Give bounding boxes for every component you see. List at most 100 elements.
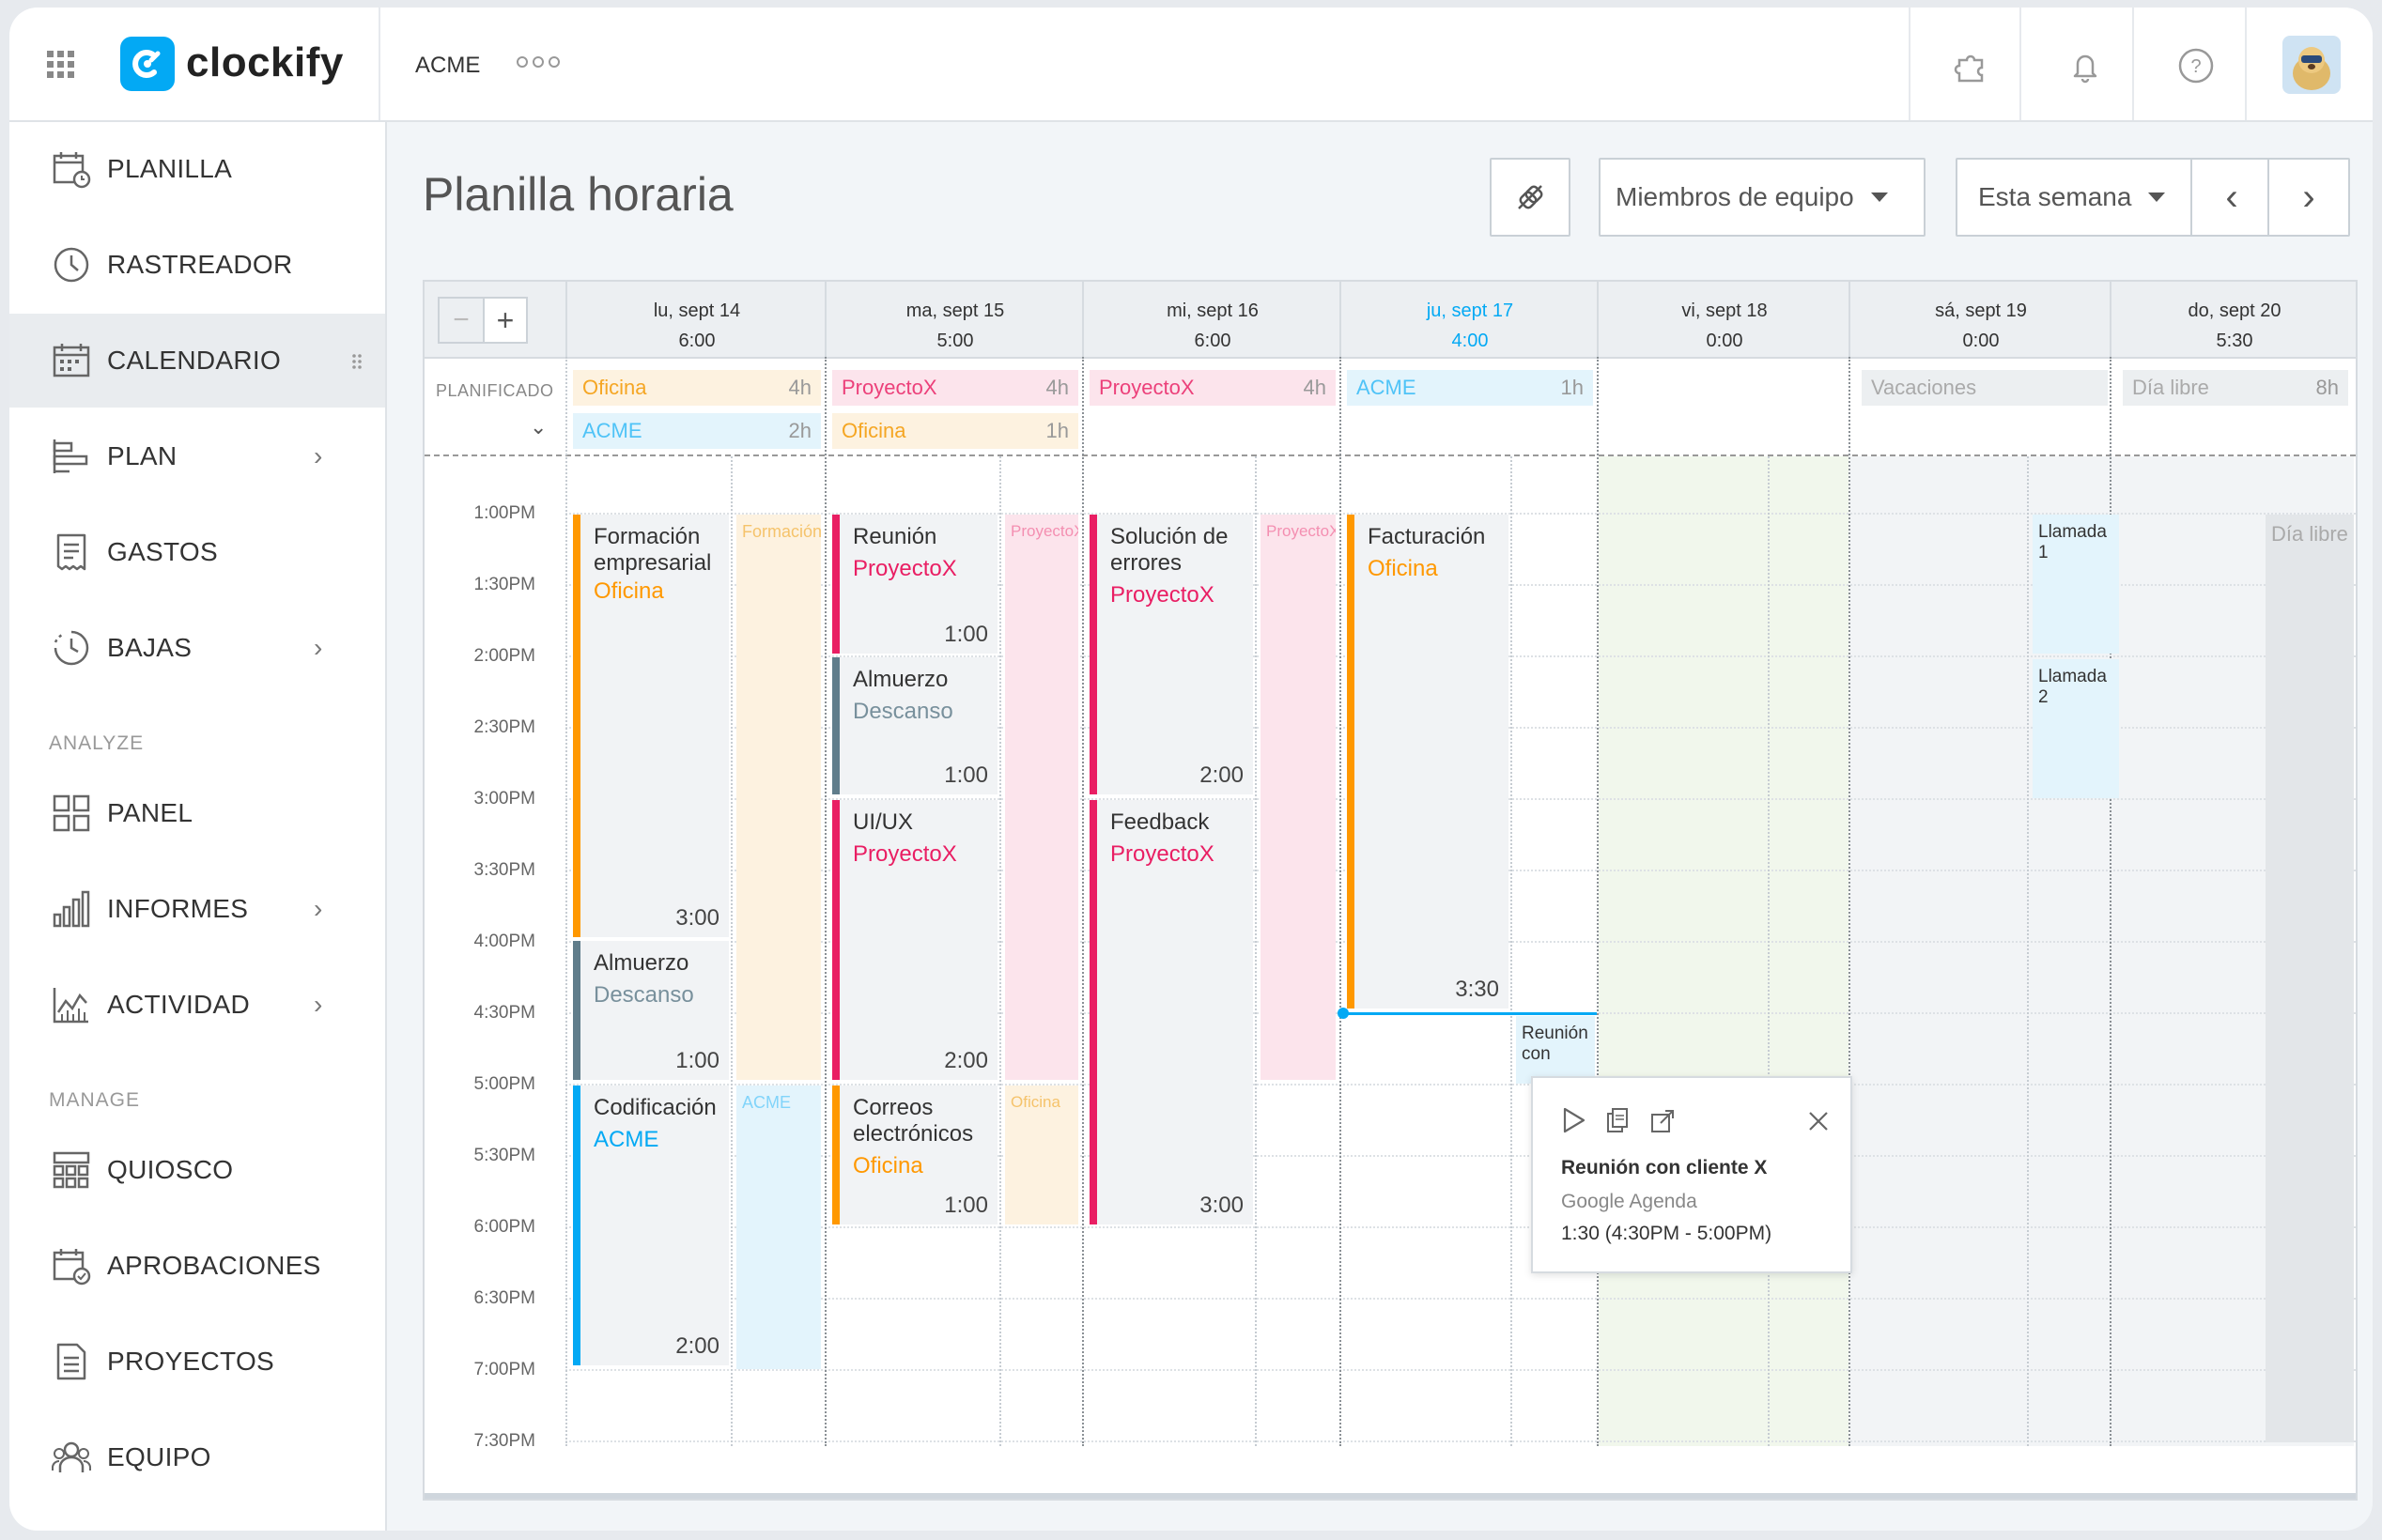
sidebar-item-actividad[interactable]: ACTIVIDAD ›: [9, 958, 385, 1052]
apps-grid-icon[interactable]: [45, 49, 77, 81]
team-members-dropdown[interactable]: Miembros de equipo: [1599, 158, 1926, 237]
sidebar-item-bajas[interactable]: BAJAS ›: [9, 601, 385, 695]
time-label: 2:00PM: [473, 646, 535, 666]
entry-title: Feedback: [1110, 809, 1210, 835]
drag-handle-icon[interactable]: [351, 353, 363, 370]
chevron-down-icon[interactable]: ⌄: [530, 415, 548, 439]
entry-duration: 2:00: [944, 1048, 988, 1073]
time-entry[interactable]: Reunión ProyectoX 1:00: [832, 515, 998, 654]
planned-block[interactable]: Vacaciones: [1862, 370, 2108, 406]
grid-line: [1597, 357, 1599, 1446]
entry-title: Almuerzo: [594, 950, 689, 976]
entry-duration: 1:00: [944, 762, 988, 788]
week-range-label: Esta semana: [1978, 182, 2132, 211]
planned-shadow[interactable]: Formación: [736, 515, 821, 1080]
zoom-in-button[interactable]: +: [483, 299, 526, 342]
time-entry[interactable]: Almuerzo Descanso 1:00: [573, 941, 729, 1080]
planned-block[interactable]: ACME 2h: [573, 413, 821, 449]
sidebar-item-planilla[interactable]: PLANILLA: [9, 122, 385, 216]
calendar-event[interactable]: Llamada 1: [2033, 515, 2119, 654]
time-entry[interactable]: Formación empresarial Oficina 3:00: [573, 515, 729, 937]
play-icon[interactable]: [1561, 1106, 1587, 1134]
close-icon[interactable]: [1807, 1110, 1830, 1132]
app-window: clockify ACME ? PLANILLA: [9, 8, 2373, 1531]
project-color-bar: [832, 1086, 840, 1224]
notifications-bell-icon[interactable]: [2066, 47, 2104, 89]
planned-shadow[interactable]: Oficina: [1005, 1086, 1078, 1224]
calendar-event[interactable]: Día libre: [2266, 515, 2354, 1442]
week-range-dropdown[interactable]: Esta semana: [1956, 158, 2196, 237]
calendar-event[interactable]: Reunión con: [1516, 1016, 1595, 1084]
time-entry[interactable]: Feedback ProyectoX 3:00: [1090, 800, 1253, 1224]
sidebar-item-label: RASTREADOR: [107, 250, 293, 279]
sidebar-item-label: INFORMES: [107, 894, 249, 923]
planned-shadow[interactable]: ProyectoX: [1261, 515, 1336, 1080]
chevron-right-icon: ›: [314, 633, 323, 662]
divider: [2132, 8, 2134, 120]
plan-icon: [53, 439, 88, 473]
planned-block[interactable]: ProyectoX 4h: [1090, 370, 1336, 406]
sidebar-item-plan[interactable]: PLAN ›: [9, 409, 385, 503]
entry-duration: 3:30: [1455, 977, 1499, 1002]
planned-block[interactable]: ProyectoX 4h: [832, 370, 1078, 406]
planned-shadow[interactable]: ProyectoX: [1005, 515, 1078, 1080]
planned-block[interactable]: Oficina 1h: [832, 413, 1078, 449]
grid-line: [825, 357, 827, 1446]
project-color-bar: [1090, 800, 1097, 1224]
calendar-sync-button[interactable]: [1490, 158, 1570, 237]
sidebar-item-panel[interactable]: PANEL: [9, 766, 385, 860]
entry-duration: 1:00: [675, 1048, 719, 1073]
user-avatar[interactable]: [2282, 36, 2341, 94]
time-entry[interactable]: Almuerzo Descanso 1:00: [832, 657, 998, 794]
calendar-icon: [53, 344, 90, 377]
help-icon[interactable]: ?: [2177, 47, 2215, 89]
day-header: do, sept 20 5:30: [2110, 282, 2358, 357]
sidebar-item-equipo[interactable]: EQUIPO: [9, 1410, 385, 1504]
zoom-out-button[interactable]: −: [453, 304, 470, 335]
planned-block[interactable]: Oficina 4h: [573, 370, 821, 406]
sidebar-item-proyectos[interactable]: PROYECTOS: [9, 1315, 385, 1409]
open-external-icon[interactable]: [1649, 1108, 1676, 1134]
sidebar-item-rastreador[interactable]: RASTREADOR: [9, 218, 385, 312]
project-color-bar: [1347, 515, 1354, 1009]
planned-block[interactable]: ACME 1h: [1347, 370, 1593, 406]
grid-line: [1339, 357, 1341, 1446]
day-header-today: ju, sept 17 4:00: [1339, 282, 1599, 357]
calendar-event[interactable]: Llamada 2: [2033, 659, 2119, 798]
planned-block[interactable]: Día libre 8h: [2123, 370, 2348, 406]
sidebar-item-aprobaciones[interactable]: APROBACIONES: [9, 1219, 385, 1313]
top-bar: clockify ACME ?: [9, 8, 2373, 122]
entry-project: ProyectoX: [853, 841, 957, 867]
entry-duration: 1:00: [944, 1193, 988, 1218]
time-entry[interactable]: Solución de errores ProyectoX 2:00: [1090, 515, 1253, 794]
divider: [2019, 8, 2021, 120]
time-entry[interactable]: Correos electrónicos Oficina 1:00: [832, 1086, 998, 1224]
sidebar-item-gastos[interactable]: GASTOS: [9, 505, 385, 599]
sidebar-item-informes[interactable]: INFORMES ›: [9, 862, 385, 956]
entry-title: Reunión: [853, 524, 937, 549]
project-color-bar: [832, 657, 840, 794]
time-entry[interactable]: Codificación ACME 2:00: [573, 1086, 729, 1365]
entry-project: Oficina: [1368, 556, 1438, 581]
team-icon: [52, 1441, 91, 1472]
entry-title: Formación empresarial: [594, 524, 712, 576]
previous-week-button[interactable]: ‹: [2190, 158, 2273, 237]
workspace-name[interactable]: ACME: [415, 53, 481, 78]
more-options-icon[interactable]: [517, 56, 560, 68]
grid-line: [565, 1369, 2356, 1371]
extensions-icon[interactable]: [1952, 47, 1989, 89]
plug-off-icon: [1518, 185, 1543, 209]
next-week-button[interactable]: ›: [2267, 158, 2350, 237]
project-color-bar: [832, 800, 840, 1080]
sidebar-item-calendario[interactable]: CALENDARIO: [9, 314, 385, 408]
time-label: 4:30PM: [473, 1003, 535, 1023]
sidebar-item-quiosco[interactable]: QUIOSCO: [9, 1123, 385, 1217]
time-entry[interactable]: UI/UX ProyectoX 2:00: [832, 800, 998, 1080]
clockify-logo-icon[interactable]: [120, 37, 175, 91]
grid-line: [731, 456, 733, 1446]
horizontal-scrollbar[interactable]: [425, 1493, 2356, 1499]
copy-icon[interactable]: [1604, 1106, 1631, 1134]
time-entry[interactable]: Facturación Oficina 3:30: [1347, 515, 1508, 1009]
planned-shadow[interactable]: ACME: [736, 1086, 821, 1369]
approvals-icon: [53, 1249, 91, 1286]
